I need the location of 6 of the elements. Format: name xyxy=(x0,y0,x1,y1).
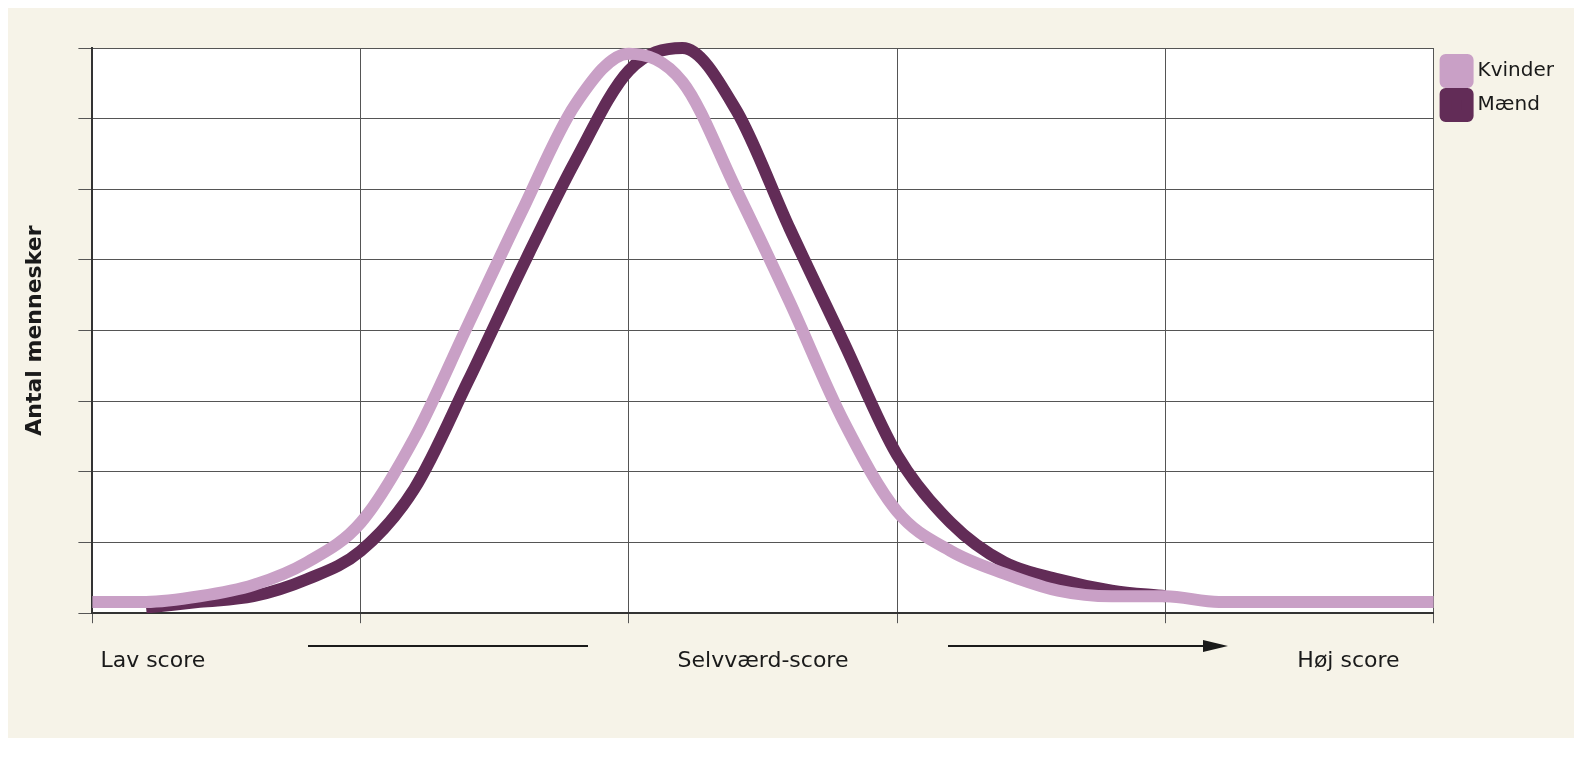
text: Høj score xyxy=(1297,646,1400,672)
x-axis-title: Selvværd-score xyxy=(677,646,849,672)
legend-label: Kvinder xyxy=(1477,57,1555,82)
text: Lav score xyxy=(100,646,206,672)
y-axis-title: Antal mennesker xyxy=(20,225,46,436)
legend-label: Mænd xyxy=(1477,91,1540,116)
